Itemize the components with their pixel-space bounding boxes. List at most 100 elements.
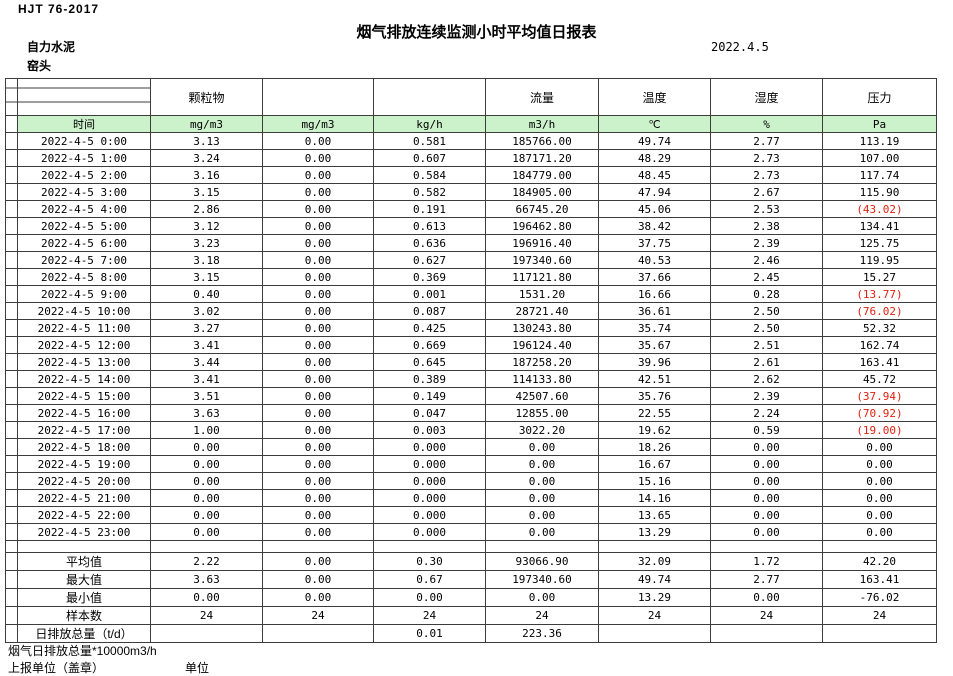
edge-cell [5, 251, 18, 269]
value-cell: 0.00 [262, 217, 374, 235]
value-cell: 2.50 [710, 319, 823, 337]
time-cell: 2022-4-5 19:00 [17, 455, 151, 473]
value-cell: 185766.00 [485, 132, 599, 150]
table-row: 2022-4-5 4:00 2.86 0.00 0.191 66745.20 45.06 2… [5, 200, 937, 218]
edge-cell [5, 183, 18, 201]
edge-cell [5, 353, 18, 371]
value-cell: 2.67 [710, 183, 823, 201]
value-cell: 187258.20 [485, 353, 599, 371]
edge-cell [5, 336, 18, 354]
spacer-cell [17, 540, 151, 553]
time-cell: 2022-4-5 22:00 [17, 506, 151, 524]
value-cell: 113.19 [822, 132, 937, 150]
header-cell-temperature: 温度 [598, 78, 711, 116]
edge-cell [5, 149, 18, 167]
spacer-cell [710, 540, 823, 553]
spacer-cell [5, 540, 18, 553]
value-cell: 2.45 [710, 268, 823, 286]
value-cell: 0.00 [262, 336, 374, 354]
value-cell: 35.67 [598, 336, 711, 354]
value-cell: 45.72 [822, 370, 937, 388]
value-cell: 114133.80 [485, 370, 599, 388]
value-cell: 3.13 [150, 132, 263, 150]
footer-note: 烟气日排放总量*10000m3/h [8, 644, 157, 658]
summary-label-cell: 平均值 [17, 552, 151, 571]
table-row: 2022-4-5 6:00 3.23 0.00 0.636 196916.40 37.75… [5, 234, 937, 252]
edge-cell [5, 489, 18, 507]
summary-value-cell [598, 624, 711, 643]
value-cell: 28721.40 [485, 302, 599, 320]
value-cell: 0.00 [262, 132, 374, 150]
table-row: 2022-4-5 23:00 0.00 0.00 0.000 0.00 13.29 0.00… [5, 523, 937, 541]
table-row: 2022-4-5 5:00 3.12 0.00 0.613 196462.80 38.42… [5, 217, 937, 235]
value-cell: 0.000 [373, 472, 486, 490]
table-row: 2022-4-5 16:00 3.63 0.00 0.047 12855.00 22.55… [5, 404, 937, 422]
summary-value-cell: 13.29 [598, 588, 711, 607]
monitor-location: 窑头 [27, 59, 52, 73]
spacer-cell [485, 540, 599, 553]
value-cell: (43.02) [822, 200, 937, 218]
value-cell: 49.74 [598, 132, 711, 150]
value-cell: 0.00 [822, 489, 937, 507]
value-cell: 0.00 [262, 387, 374, 405]
value-cell: 16.67 [598, 455, 711, 473]
summary-value-cell: 223.36 [485, 624, 599, 643]
table-row: 2022-4-5 20:00 0.00 0.00 0.000 0.00 15.16 0.00… [5, 472, 937, 490]
value-cell: 0.00 [710, 472, 823, 490]
summary-row: 最小值 0.00 0.00 0.00 0.00 13.29 0.00 -76.02 [5, 588, 937, 607]
spacer-cell [150, 540, 263, 553]
value-cell: 0.00 [485, 489, 599, 507]
value-cell: 3.16 [150, 166, 263, 184]
value-cell: 0.40 [150, 285, 263, 303]
value-cell: 0.00 [262, 438, 374, 456]
time-cell: 2022-4-5 0:00 [17, 132, 151, 150]
table-row: 2022-4-5 11:00 3.27 0.00 0.425 130243.80 35.7… [5, 319, 937, 337]
value-cell: 0.645 [373, 353, 486, 371]
summary-value-cell: 49.74 [598, 570, 711, 589]
value-cell: 0.00 [262, 166, 374, 184]
summary-value-cell: 42.20 [822, 552, 937, 571]
time-cell: 2022-4-5 3:00 [17, 183, 151, 201]
value-cell: 0.00 [710, 455, 823, 473]
table-row: 2022-4-5 1:00 3.24 0.00 0.607 187171.20 48.29… [5, 149, 937, 167]
report-table: 颗粒物 流量 温度 湿度 压力 时间 mg/m3 mg/m3 kg/h m3/h… [5, 78, 937, 643]
value-cell: 15.16 [598, 472, 711, 490]
value-cell: 2.24 [710, 404, 823, 422]
value-cell: 0.00 [262, 404, 374, 422]
value-cell: 107.00 [822, 149, 937, 167]
value-cell: 0.00 [485, 523, 599, 541]
value-cell: 134.41 [822, 217, 937, 235]
edge-cell [5, 370, 18, 388]
value-cell: 0.00 [822, 472, 937, 490]
value-cell: 3.23 [150, 234, 263, 252]
summary-value-cell: 0.00 [262, 552, 374, 571]
group-header-row: 颗粒物 流量 温度 湿度 压力 [5, 78, 937, 116]
summary-value-cell: 24 [262, 606, 374, 625]
table-row: 2022-4-5 2:00 3.16 0.00 0.584 184779.00 48.45… [5, 166, 937, 184]
value-cell: 130243.80 [485, 319, 599, 337]
summary-value-cell: 24 [485, 606, 599, 625]
value-cell: 3.63 [150, 404, 263, 422]
table-row: 2022-4-5 18:00 0.00 0.00 0.000 0.00 18.26 0.00… [5, 438, 937, 456]
edge-cell [5, 438, 18, 456]
value-cell: 39.96 [598, 353, 711, 371]
header-cell-particulate: 颗粒物 [150, 78, 263, 116]
summary-value-cell: 0.00 [485, 588, 599, 607]
edge-cell [5, 523, 18, 541]
value-cell: 0.149 [373, 387, 486, 405]
time-cell: 2022-4-5 2:00 [17, 166, 151, 184]
header-cell-blank3 [373, 78, 486, 116]
time-cell: 2022-4-5 15:00 [17, 387, 151, 405]
time-cell: 2022-4-5 17:00 [17, 421, 151, 439]
value-cell: 184779.00 [485, 166, 599, 184]
unit-cell-celsius: ℃ [598, 115, 711, 133]
time-cell: 2022-4-5 16:00 [17, 404, 151, 422]
value-cell: 0.00 [485, 472, 599, 490]
value-cell: 0.00 [262, 251, 374, 269]
value-cell: 0.607 [373, 149, 486, 167]
value-cell: 19.62 [598, 421, 711, 439]
value-cell: 0.00 [262, 472, 374, 490]
value-cell: 0.191 [373, 200, 486, 218]
time-cell: 2022-4-5 5:00 [17, 217, 151, 235]
summary-value-cell: 0.00 [373, 588, 486, 607]
